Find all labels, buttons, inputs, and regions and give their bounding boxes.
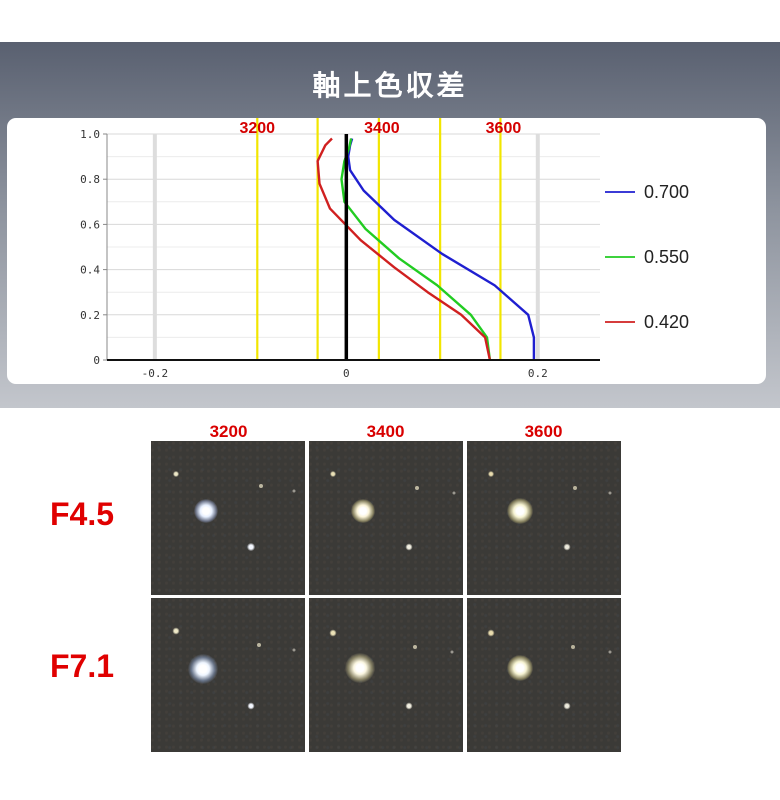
star: [330, 471, 336, 477]
chart-card: 3200 3400 3600 0 0.2 0.4 0.6 0.8 1.0 -0.2 0 0.2 0.70…: [7, 118, 766, 384]
row-label-f7-1: F7.1: [50, 648, 115, 684]
y-tick-label: 0: [93, 354, 100, 367]
star-image-f4-5-3600: [467, 441, 621, 595]
star: [488, 471, 494, 477]
y-tick-label: 0.2: [80, 309, 100, 322]
y-tick-label: 0.4: [80, 264, 100, 277]
main-star: [188, 654, 218, 684]
star: [172, 627, 180, 635]
series-line-0.700: [347, 138, 536, 360]
star: [563, 702, 571, 710]
star: [563, 543, 571, 551]
star: [450, 650, 454, 654]
page-title: 軸上色収差: [312, 69, 468, 102]
star: [573, 486, 577, 490]
star-image-f7-1-3600: [467, 598, 621, 752]
aberration-chart: 3200 3400 3600 0 0.2 0.4 0.6 0.8 1.0 -0.2 0 0.2 0.70…: [80, 118, 689, 380]
star: [452, 491, 456, 495]
star: [405, 702, 413, 710]
star: [608, 650, 612, 654]
reference-label: 3200: [239, 120, 275, 137]
star-image-f4-5-3400: [309, 441, 463, 595]
main-star: [194, 499, 218, 523]
column-label-3200: 3200: [209, 422, 248, 441]
star: [415, 486, 419, 490]
column-label-3400: 3400: [366, 422, 405, 441]
y-tick-label: 0.6: [80, 218, 100, 231]
star: [571, 645, 575, 649]
star-image-f4-5-3200: [151, 441, 305, 595]
reference-label: 3600: [486, 120, 522, 137]
star-image-f7-1-3200: [151, 598, 305, 752]
star: [608, 491, 612, 495]
reference-label: 3400: [364, 120, 400, 137]
x-tick-label: 0.2: [528, 367, 548, 380]
star: [329, 629, 337, 637]
star-image-f7-1-3400: [309, 598, 463, 752]
series-line-0.550: [340, 138, 492, 361]
x-tick-label: -0.2: [142, 367, 169, 380]
y-tick-label: 1.0: [80, 128, 100, 141]
star: [247, 543, 255, 551]
star: [487, 629, 495, 637]
star: [292, 489, 296, 493]
star: [257, 643, 261, 647]
main-star: [345, 653, 375, 683]
main-star: [351, 499, 375, 523]
star: [247, 702, 255, 710]
series-line-0.420: [316, 137, 492, 361]
column-label-3600: 3600: [524, 422, 563, 441]
main-star: [507, 498, 533, 524]
y-tick-label: 0.8: [80, 173, 100, 186]
legend-label: 0.700: [644, 182, 689, 202]
legend-label: 0.550: [644, 247, 689, 267]
main-star: [507, 655, 533, 681]
row-label-f4-5: F4.5: [50, 496, 115, 532]
star: [405, 543, 413, 551]
star: [259, 484, 263, 488]
x-tick-label: 0: [343, 367, 350, 380]
star: [413, 645, 417, 649]
top-margin: [0, 0, 780, 42]
legend-label: 0.420: [644, 312, 689, 332]
star: [292, 648, 296, 652]
star: [173, 471, 179, 477]
